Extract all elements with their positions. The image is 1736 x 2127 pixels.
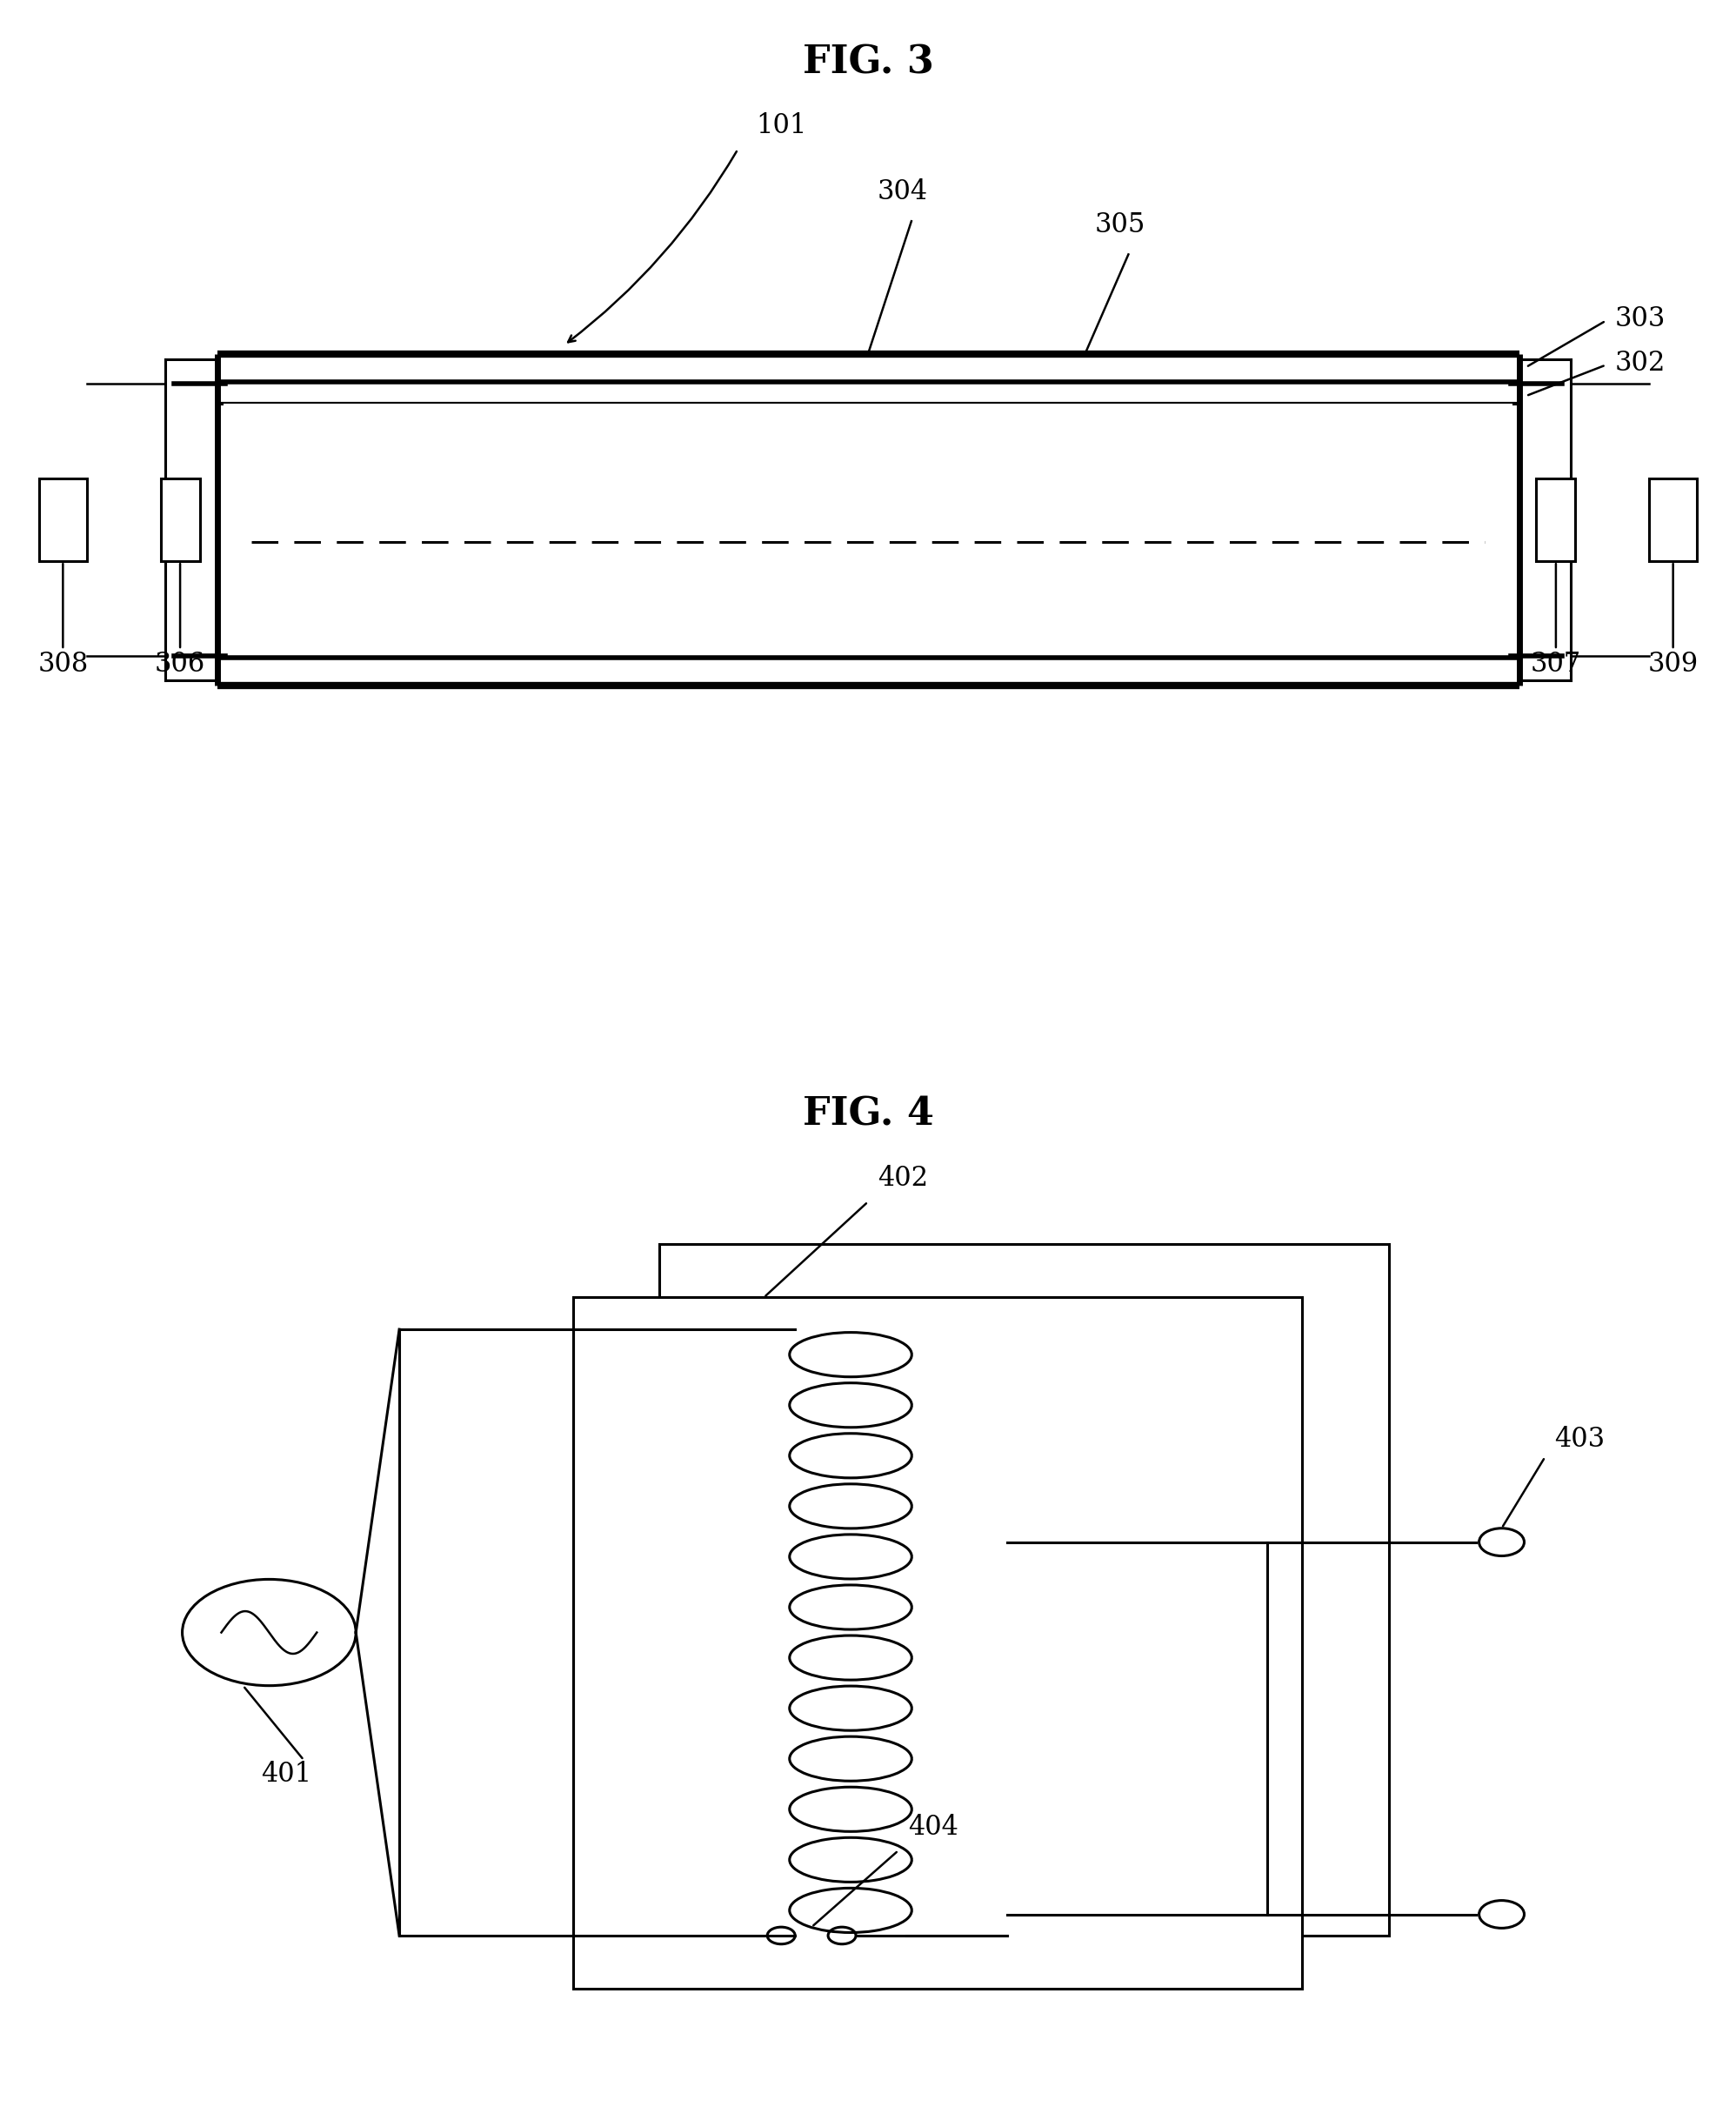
Bar (224, 404, 1512, 653)
Bar (1649, 479, 1698, 562)
Bar (38, 479, 87, 562)
Text: 308: 308 (38, 651, 89, 679)
Text: FIG. 4: FIG. 4 (802, 1095, 934, 1134)
Text: FIG. 3: FIG. 3 (802, 45, 934, 81)
Text: 404: 404 (908, 1814, 958, 1840)
Text: 305: 305 (1094, 211, 1146, 238)
Bar (660, 1244, 1389, 1936)
Text: 401: 401 (260, 1761, 312, 1787)
Text: 309: 309 (1647, 651, 1698, 679)
Text: 402: 402 (877, 1166, 929, 1191)
Text: 302: 302 (1614, 349, 1665, 376)
Text: 403: 403 (1554, 1425, 1606, 1453)
Bar (573, 1297, 1302, 1989)
Bar (160, 479, 200, 562)
Text: 304: 304 (877, 179, 929, 204)
Text: 303: 303 (1614, 304, 1665, 332)
Text: 307: 307 (1531, 651, 1581, 679)
Text: 306: 306 (155, 651, 205, 679)
Text: 101: 101 (755, 113, 807, 138)
Bar (1536, 479, 1576, 562)
